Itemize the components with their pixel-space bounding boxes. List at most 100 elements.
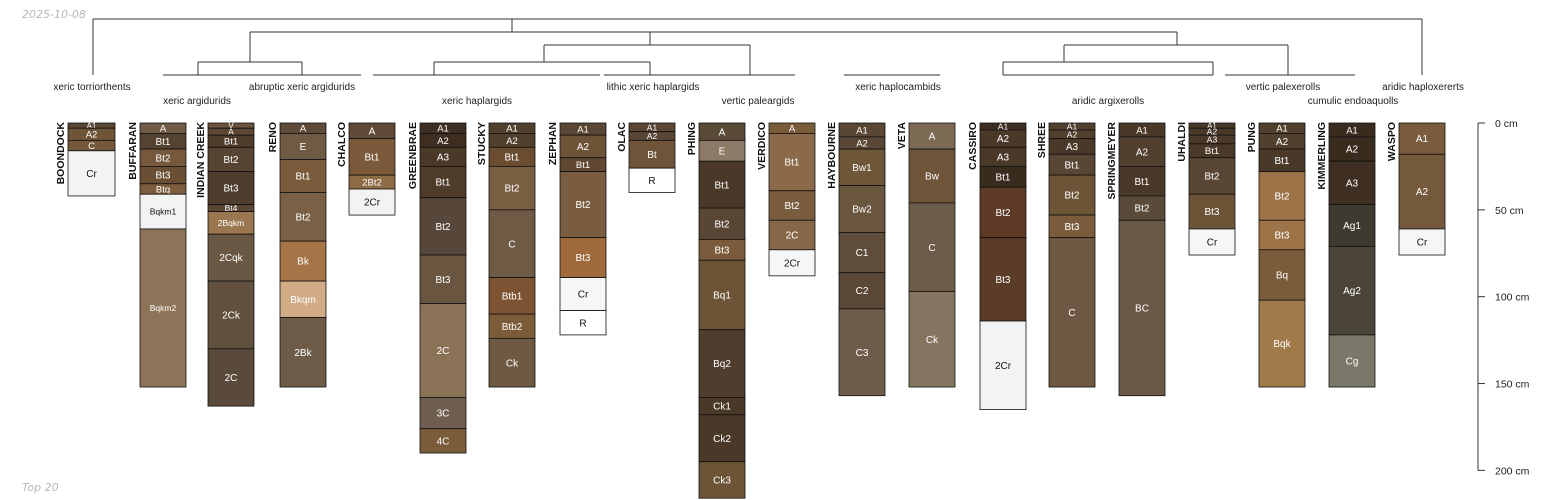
soil-profile: AE Bt1 Bt2 Bk Bkqm 2Bk RENO: [267, 122, 327, 388]
horizon-label: A2: [1136, 147, 1149, 158]
horizon-label: Bt2: [714, 219, 729, 230]
profile-name: BUFFARAN: [127, 122, 139, 180]
taxon-label: vertic palexerolls: [1246, 82, 1320, 93]
horizon-label: Ck3: [713, 476, 731, 487]
horizon: [419, 166, 467, 199]
horizon: [1118, 219, 1166, 397]
horizon-label: Bt3: [1064, 222, 1079, 233]
horizon-label: Bkqm: [290, 295, 316, 306]
horizon-label: 2C: [437, 346, 450, 357]
soil-profile: A Bt1 2Bt2 2Cr CHALCO: [336, 122, 396, 216]
horizon-label: A1: [856, 125, 868, 136]
horizon-label: R: [648, 176, 655, 187]
horizon-label: C: [1068, 308, 1075, 319]
horizon-label: Bk: [297, 257, 310, 268]
horizon: [908, 148, 956, 204]
horizon-label: A2: [997, 134, 1010, 145]
taxon-label: xeric haplocambids: [855, 82, 941, 93]
horizon-label: Bt2: [1064, 191, 1079, 202]
profile-name: PUNG: [1246, 122, 1258, 152]
dendrogram: [92, 18, 1423, 76]
soil-profile: A1 A2 Bt1 Bt2 Bt3 Cr R ZEPHAN: [547, 122, 607, 336]
taxon-label: abruptic xeric argidurids: [249, 82, 355, 93]
horizon-label: A3: [997, 152, 1010, 163]
horizon-label: Btq: [156, 184, 170, 195]
profile-name: OLAC: [616, 122, 628, 152]
profile-name: ZEPHAN: [547, 122, 559, 165]
horizon-label: A1: [437, 124, 449, 135]
horizon: [1398, 228, 1446, 256]
horizon-label: Bt3: [714, 245, 729, 256]
horizon: [698, 259, 746, 331]
horizon-label: 2C: [225, 373, 238, 384]
horizon-label: Bt3: [435, 275, 450, 286]
horizon-label: 2Ck: [222, 311, 241, 322]
horizon-label: Bt1: [784, 158, 799, 169]
horizon: [67, 150, 116, 197]
taxon-label: aridic argixerolls: [1072, 96, 1144, 107]
soil-profile: A Bw C Ck VETA: [896, 122, 956, 388]
profile-name: UHALDI: [1176, 122, 1188, 162]
soil-profile: A Bt1 Bt2 2C 2Cr VERDICO: [756, 122, 816, 277]
horizon-label: 2Bk: [294, 348, 312, 359]
horizon-label: A2: [1416, 187, 1429, 198]
profile-name: CASSIRO: [967, 122, 979, 170]
horizon: [838, 271, 886, 310]
soil-profile: AE Bt1 Bt2 Bt3 Bq1 Bq2 Ck1 Ck2 Ck3 PHING: [686, 122, 746, 499]
horizon: [838, 148, 886, 186]
horizon-label: A: [160, 124, 167, 135]
horizon-label: 2Cr: [784, 258, 801, 269]
horizon-label: V: [228, 121, 234, 130]
footer-caption: Top 20: [22, 481, 59, 494]
horizon-label: Bt2: [784, 201, 799, 212]
soil-profile: A Bt1 Bt2 Bt3 Btq Bqkm1 Bqkm2 BUFFARAN: [127, 122, 187, 388]
horizon-label: Cr: [86, 169, 97, 180]
profile-name: KIMMERLING: [1316, 122, 1328, 190]
horizon-label: Bqkm1: [150, 207, 177, 217]
horizon-label: A2: [577, 142, 590, 153]
horizon-label: Ag1: [1343, 221, 1361, 232]
horizon: [698, 461, 746, 499]
horizon: [1188, 193, 1236, 230]
profile-name: VETA: [896, 122, 908, 150]
horizon-label: C: [508, 239, 515, 250]
profile-name: WASPO: [1386, 122, 1398, 161]
taxon-label: xeric torriorthents: [53, 82, 130, 93]
horizon-label: Bt1: [1205, 146, 1219, 157]
horizon-label: A3: [1207, 135, 1218, 145]
horizon: [419, 428, 467, 454]
horizon-label: C3: [856, 348, 869, 359]
axis-tick-label: 0 cm: [1495, 118, 1518, 130]
date-stamp: 2025-10-08: [22, 8, 86, 21]
horizon-label: Cr: [578, 290, 589, 301]
horizon-label: A1: [647, 122, 658, 132]
horizon-label: Bq2: [713, 359, 731, 370]
horizon-label: A2: [1346, 145, 1359, 156]
horizon: [419, 303, 467, 398]
horizon-label: Bt2: [1274, 192, 1289, 203]
horizon-label: 2C: [786, 231, 799, 242]
profile-name: CHALCO: [336, 122, 348, 167]
horizon-label: Ck1: [713, 402, 731, 413]
horizon: [279, 133, 327, 160]
horizon-label: E: [719, 146, 726, 157]
horizon: [1188, 228, 1236, 256]
horizon: [348, 188, 396, 216]
horizon: [768, 133, 816, 192]
horizon-label: A1: [1067, 122, 1078, 132]
horizon-label: Btb2: [502, 322, 523, 333]
horizon: [488, 166, 536, 211]
horizon-label: Bqkm2: [150, 303, 177, 313]
horizon: [1328, 160, 1376, 206]
horizon-label: A2: [506, 136, 518, 147]
horizon-label: Bw: [925, 172, 940, 183]
horizon: [908, 122, 956, 150]
taxon-label: xeric haplargids: [442, 96, 512, 107]
horizon-label: Bq1: [713, 291, 731, 302]
horizon: [1328, 136, 1376, 162]
